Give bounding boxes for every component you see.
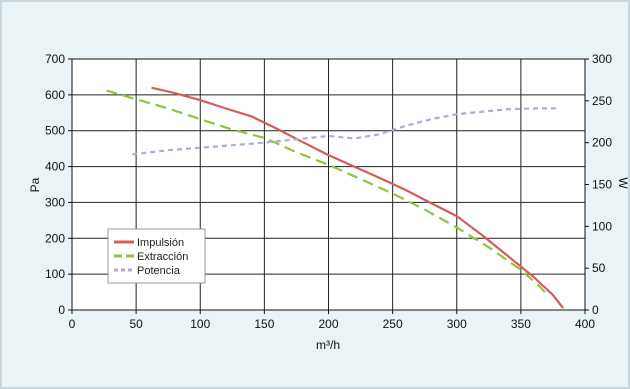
x-tick-label: 300 <box>447 317 467 331</box>
x-tick-label: 400 <box>575 317 595 331</box>
series-line-potencia <box>132 107 560 156</box>
y-tick-label: 400 <box>45 160 65 174</box>
legend-label-extraccion: Extracción <box>137 251 188 263</box>
x-tick-label: 350 <box>511 317 531 331</box>
y2-tick-labels: 0 50 100 150 200 250 300 <box>592 52 612 317</box>
y-axis-label: Pa <box>28 177 42 192</box>
x-tick-label: 250 <box>383 317 403 331</box>
legend: Impulsión Extracción Potencia <box>107 228 206 284</box>
series-line-impulsi-n <box>151 86 565 309</box>
x-tick-label: 150 <box>254 317 274 331</box>
y-tick-label: 600 <box>45 88 65 102</box>
x-tick-label: 0 <box>69 317 76 331</box>
plot-border <box>71 58 586 311</box>
y-tick-label: 0 <box>58 303 65 317</box>
x-axis-label: m³/h <box>316 338 340 352</box>
y-tick-label: 700 <box>45 52 65 66</box>
y2-tick-label: 50 <box>592 261 606 275</box>
legend-label-impulsion: Impulsión <box>137 237 184 249</box>
x-tick-label: 50 <box>129 317 143 331</box>
y-tick-label: 500 <box>45 124 65 138</box>
y2-tick-label: 200 <box>592 136 612 150</box>
y-tick-label: 300 <box>45 195 65 209</box>
x-tick-labels: 0 50 100 150 200 250 300 350 400 <box>69 317 596 331</box>
series-line-extracci-n <box>106 89 549 297</box>
y2-tick-label: 100 <box>592 219 612 233</box>
x-tick-label: 200 <box>318 317 338 331</box>
y-tick-label: 100 <box>45 267 65 281</box>
y2-tick-label: 0 <box>592 303 599 317</box>
y2-tick-label: 250 <box>592 94 612 108</box>
y-tick-label: 200 <box>45 231 65 245</box>
legend-label-potencia: Potencia <box>137 265 181 277</box>
legend-box <box>107 228 206 284</box>
y2-axis-label: W <box>616 177 628 189</box>
series-lines <box>106 86 565 309</box>
y2-tick-label: 150 <box>592 178 612 192</box>
x-tick-label: 100 <box>190 317 210 331</box>
y2-tick-label: 300 <box>592 52 612 66</box>
y-tick-labels: 0 100 200 300 400 500 600 700 <box>45 52 65 317</box>
